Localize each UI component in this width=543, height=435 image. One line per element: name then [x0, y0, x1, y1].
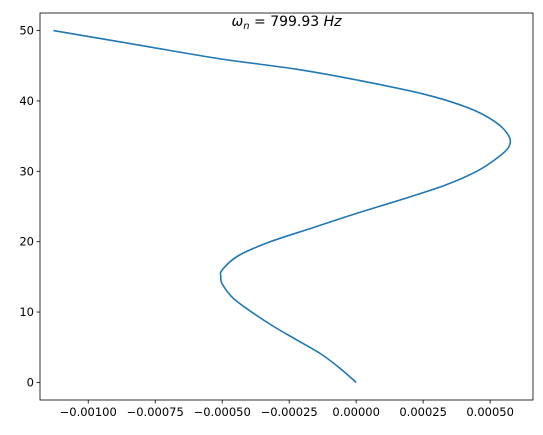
- x-tick-label: 0.00000: [332, 405, 380, 419]
- y-tick-label: 0: [27, 375, 34, 389]
- title-subscript: n: [243, 21, 249, 32]
- x-tick-label: 0.00025: [399, 405, 447, 419]
- y-tick-label: 50: [19, 24, 34, 38]
- plot-area: [40, 13, 533, 400]
- y-tick-label: 30: [19, 164, 34, 178]
- title-equals: =: [250, 14, 271, 30]
- title-unit: Hz: [319, 14, 342, 30]
- series-layer: [53, 29, 512, 384]
- x-tick-label: 0.00050: [466, 405, 514, 419]
- title-symbol: ω: [231, 14, 243, 30]
- x-tick-label: −0.00050: [194, 405, 251, 419]
- x-tick-label: −0.00075: [127, 405, 184, 419]
- y-tick-label: 10: [19, 305, 34, 319]
- x-tick-label: −0.00100: [60, 405, 117, 419]
- plot-frame: [39, 12, 534, 401]
- y-tick-label: 40: [19, 94, 34, 108]
- y-tick-label: 20: [19, 235, 34, 249]
- ticks: −0.00100 −0.00075 −0.00050 −0.00025 0.00000 0…: [19, 24, 514, 419]
- chart-title: ωn = 799.93 Hz: [231, 14, 342, 32]
- x-tick-label: −0.00025: [261, 405, 318, 419]
- title-value: 799.93: [270, 14, 319, 30]
- series-line: [53, 29, 512, 384]
